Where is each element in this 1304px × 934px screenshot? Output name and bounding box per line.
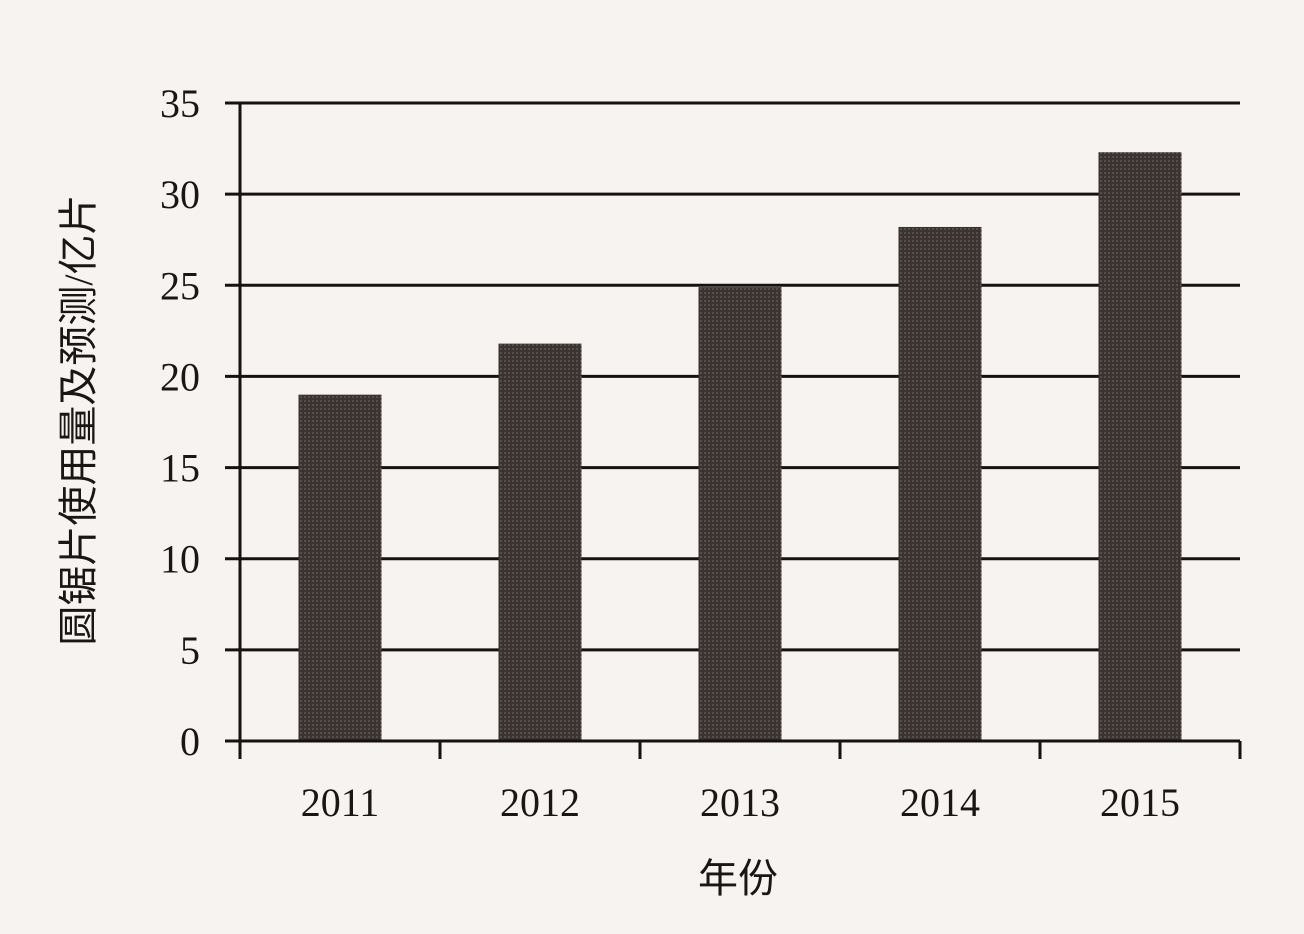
y-tick-label: 20 (160, 354, 200, 399)
x-tick-label: 2013 (700, 780, 780, 825)
y-tick-label: 5 (180, 628, 200, 673)
y-tick-label: 30 (160, 172, 200, 217)
y-axis-label: 圆锯片使用量及预测/亿片 (56, 194, 101, 645)
y-tick-label: 0 (180, 719, 200, 764)
y-tick-label: 15 (160, 446, 200, 491)
x-tick-label: 2015 (1100, 780, 1180, 825)
bar-2015 (1098, 152, 1182, 741)
bar-2014 (898, 226, 982, 741)
x-tick-label: 2014 (900, 780, 980, 825)
x-tick-label: 2012 (500, 780, 580, 825)
bar-2012 (498, 343, 582, 741)
y-tick-label: 35 (160, 81, 200, 126)
y-tick-label: 25 (160, 263, 200, 308)
bar-2011 (298, 394, 382, 741)
x-tick-label: 2011 (301, 780, 380, 825)
x-axis-label: 年份 (698, 856, 778, 901)
bar-2013 (698, 287, 782, 741)
y-tick-label: 10 (160, 537, 200, 582)
